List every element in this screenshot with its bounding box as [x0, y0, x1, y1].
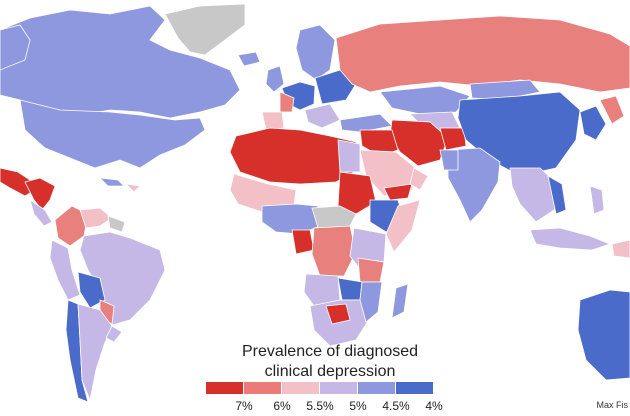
tanzania-region	[357, 257, 385, 283]
legend-tick-label: 4.5%	[382, 399, 410, 413]
central-america-region	[24, 177, 56, 211]
legend-title: Prevalence of diagnosed clinical depress…	[200, 342, 460, 382]
legend-swatch	[320, 382, 357, 394]
legend-swatch	[244, 382, 281, 394]
pakistan-region	[439, 149, 459, 171]
sudan-region	[337, 171, 377, 215]
greenland-region	[164, 3, 246, 56]
madagascar-region	[391, 283, 409, 319]
credit-text: Max Fis	[596, 400, 629, 410]
turkey-region	[339, 113, 393, 133]
ecuador-peru-region	[49, 239, 81, 301]
somalia-region	[385, 199, 421, 253]
legend-tick-label: 5%	[349, 399, 367, 413]
central-africa-nodata	[311, 205, 357, 229]
legend-tick-label: 6%	[273, 399, 291, 413]
png-region	[611, 239, 630, 259]
scandinavia-region	[295, 24, 336, 81]
yemen-region	[383, 183, 413, 201]
legend-swatch	[358, 382, 395, 394]
usa-region	[19, 99, 206, 169]
alaska-region	[0, 24, 31, 71]
central-america-lavender	[29, 199, 53, 227]
botswana-region	[325, 303, 351, 325]
zambia-region	[337, 277, 363, 301]
guianas-region	[107, 215, 126, 233]
indonesia-region	[529, 227, 612, 251]
caribbean-region	[98, 177, 125, 187]
korea-japan-region	[579, 105, 607, 141]
venezuela-region	[79, 207, 113, 229]
uk-region	[265, 65, 285, 93]
caribbean-pink	[124, 183, 141, 193]
legend-tick-label: 4%	[425, 399, 443, 413]
russia-region	[335, 15, 630, 93]
afghanistan-region	[439, 127, 467, 151]
iceland-region	[237, 51, 261, 67]
legend-swatch	[396, 382, 433, 394]
japan-pink	[599, 95, 625, 125]
iberia-region	[261, 111, 285, 131]
legend-title-line2: clinical depression	[264, 363, 396, 380]
legend-swatch	[282, 382, 319, 394]
india-region	[447, 147, 501, 223]
legend-title-line1: Prevalence of diagnosed	[241, 343, 419, 360]
oman-region	[409, 167, 429, 191]
southern-africa-region	[309, 299, 371, 347]
legend-tick-label: 5.5%	[306, 399, 334, 413]
legend-tick-label: 7%	[235, 399, 253, 413]
uruguay-region	[105, 325, 123, 343]
kazakhstan-region	[379, 85, 471, 115]
balkans-region	[304, 103, 341, 129]
congo-region	[311, 225, 357, 277]
argentina-region	[77, 303, 113, 402]
mexico-region	[0, 167, 36, 197]
eastern-europe-region	[314, 69, 357, 105]
legend-color-scale	[206, 382, 434, 394]
bolivia-region	[77, 271, 106, 309]
cameroon-region	[291, 229, 315, 255]
legend-tick-labels: 7% 6% 5.5% 5% 4.5% 4%	[206, 399, 446, 415]
vietnam-region	[547, 175, 567, 215]
france-region	[279, 91, 295, 113]
southeast-asia-region	[509, 167, 561, 223]
australia-region	[577, 289, 630, 381]
egypt-region	[337, 139, 361, 173]
philippines-region	[589, 185, 605, 215]
mozambique-region	[359, 281, 383, 323]
legend-swatch	[206, 382, 243, 394]
